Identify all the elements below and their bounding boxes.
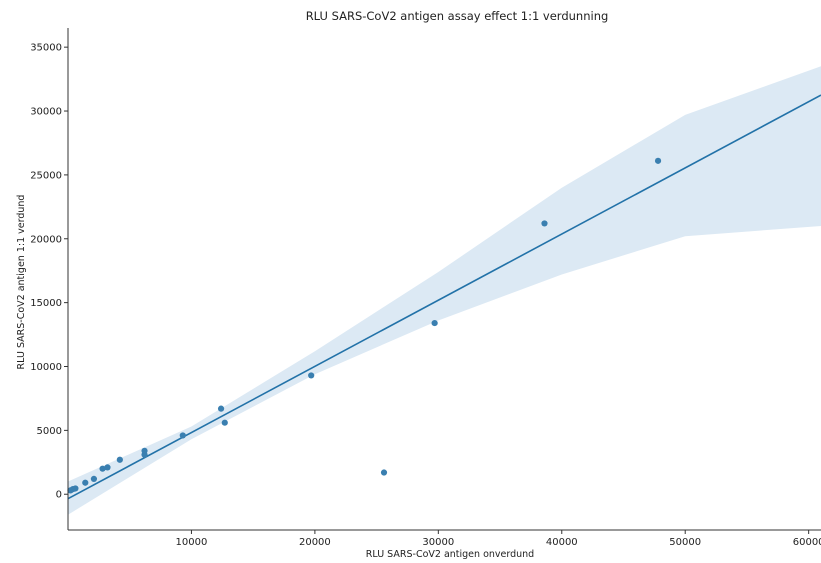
x-tick-label: 40000 bbox=[546, 537, 578, 548]
data-point bbox=[99, 465, 106, 472]
y-axis-label: RLU SARS-CoV2 antigen 1:1 verdund bbox=[16, 195, 27, 370]
data-point bbox=[541, 220, 548, 227]
data-point bbox=[179, 432, 186, 439]
data-point bbox=[308, 372, 315, 379]
x-tick-label: 10000 bbox=[176, 537, 208, 548]
data-point bbox=[221, 419, 228, 426]
x-axis-label: RLU SARS-CoV2 antigen onverdund bbox=[366, 549, 534, 560]
data-point bbox=[380, 469, 388, 476]
confidence-band bbox=[68, 66, 821, 515]
y-tick-label: 30000 bbox=[30, 107, 62, 118]
y-tick-label: 0 bbox=[56, 490, 62, 501]
y-tick-label: 5000 bbox=[37, 426, 62, 437]
data-point bbox=[654, 157, 662, 164]
data-point bbox=[217, 405, 225, 412]
data-point bbox=[141, 447, 148, 454]
y-tick-label: 25000 bbox=[30, 170, 62, 181]
data-point bbox=[72, 485, 79, 492]
data-point bbox=[104, 464, 111, 471]
data-point bbox=[90, 475, 98, 483]
y-tick-label: 20000 bbox=[30, 234, 62, 245]
y-tick-label: 15000 bbox=[30, 298, 62, 309]
regression-line bbox=[67, 94, 821, 500]
x-tick-label: 20000 bbox=[299, 537, 331, 548]
plot-area: 0 5000 10000 15000 20000 25000 30000 35000 10000… bbox=[30, 28, 821, 548]
data-point bbox=[116, 456, 123, 463]
x-tick-label: 50000 bbox=[669, 537, 701, 548]
chart-title: RLU SARS-CoV2 antigen assay effect 1:1 v… bbox=[306, 9, 609, 23]
y-tick-label: 35000 bbox=[30, 43, 62, 54]
data-point bbox=[82, 479, 89, 486]
data-point bbox=[431, 319, 438, 327]
y-tick-label: 10000 bbox=[30, 362, 62, 373]
x-tick-label: 60000 bbox=[793, 537, 821, 548]
x-tick-label: 30000 bbox=[422, 537, 454, 548]
